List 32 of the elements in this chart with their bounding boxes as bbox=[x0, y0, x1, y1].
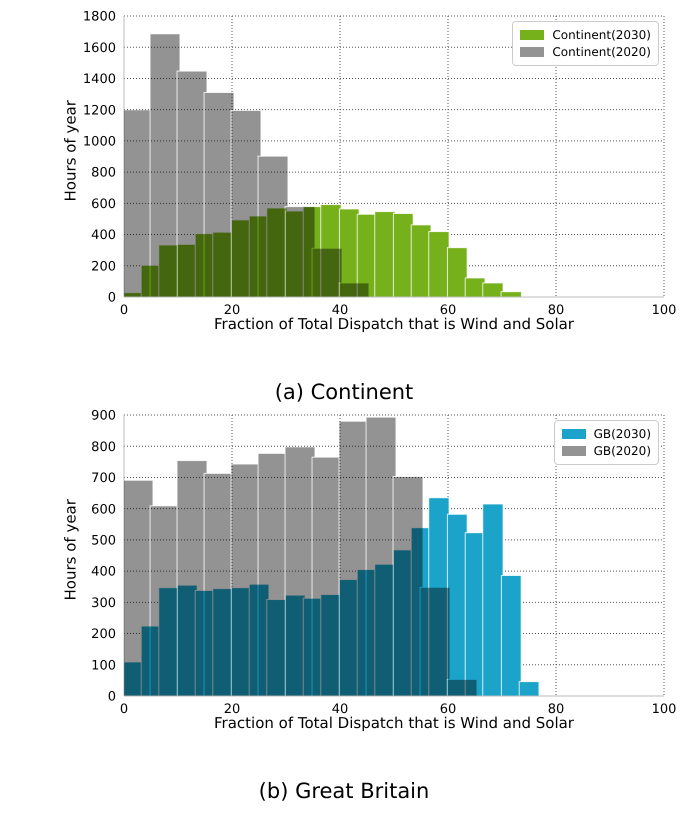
y-axis-title: Hours of year bbox=[61, 498, 80, 600]
y-tick-label: 600 bbox=[91, 196, 116, 212]
legend-label: Continent(2020) bbox=[552, 45, 651, 59]
y-tick-label: 600 bbox=[91, 502, 116, 518]
y-tick-label: 0 bbox=[108, 290, 116, 306]
y-tick-label: 800 bbox=[91, 166, 116, 181]
text: (a) Continent bbox=[274, 379, 414, 406]
legend-label: Continent(2030) bbox=[552, 28, 651, 42]
x-tick-label: 100 bbox=[652, 702, 676, 718]
legend-label: GB(2030) bbox=[594, 427, 651, 441]
y-tick-label: 1600 bbox=[82, 40, 116, 56]
y-tick-label: 500 bbox=[91, 534, 116, 549]
y-tick-label: 1000 bbox=[82, 134, 116, 150]
y-tick-label: 800 bbox=[91, 440, 116, 455]
x-tick-label: 100 bbox=[652, 303, 676, 318]
y-tick-label: 1800 bbox=[82, 10, 116, 25]
y-tick-label: 200 bbox=[91, 627, 116, 642]
y-axis-title: Hours of year bbox=[61, 99, 80, 202]
y-tick-label: 1400 bbox=[82, 72, 116, 88]
y-tick-label: 400 bbox=[91, 228, 116, 244]
y-tick-label: 400 bbox=[91, 564, 116, 580]
y-tick-label: 700 bbox=[91, 471, 116, 486]
y-tick-label: 300 bbox=[91, 596, 116, 611]
text: (b) Great Britain bbox=[258, 778, 430, 805]
x-tick-label: 0 bbox=[120, 303, 128, 318]
legend-label: GB(2020) bbox=[594, 444, 651, 458]
y-tick-label: 200 bbox=[91, 259, 116, 274]
y-tick-label: 900 bbox=[91, 408, 116, 424]
y-tick-label: 0 bbox=[108, 690, 116, 705]
y-tick-label: 1200 bbox=[82, 103, 116, 118]
y-tick-label: 100 bbox=[91, 658, 116, 674]
x-tick-label: 0 bbox=[120, 702, 128, 718]
